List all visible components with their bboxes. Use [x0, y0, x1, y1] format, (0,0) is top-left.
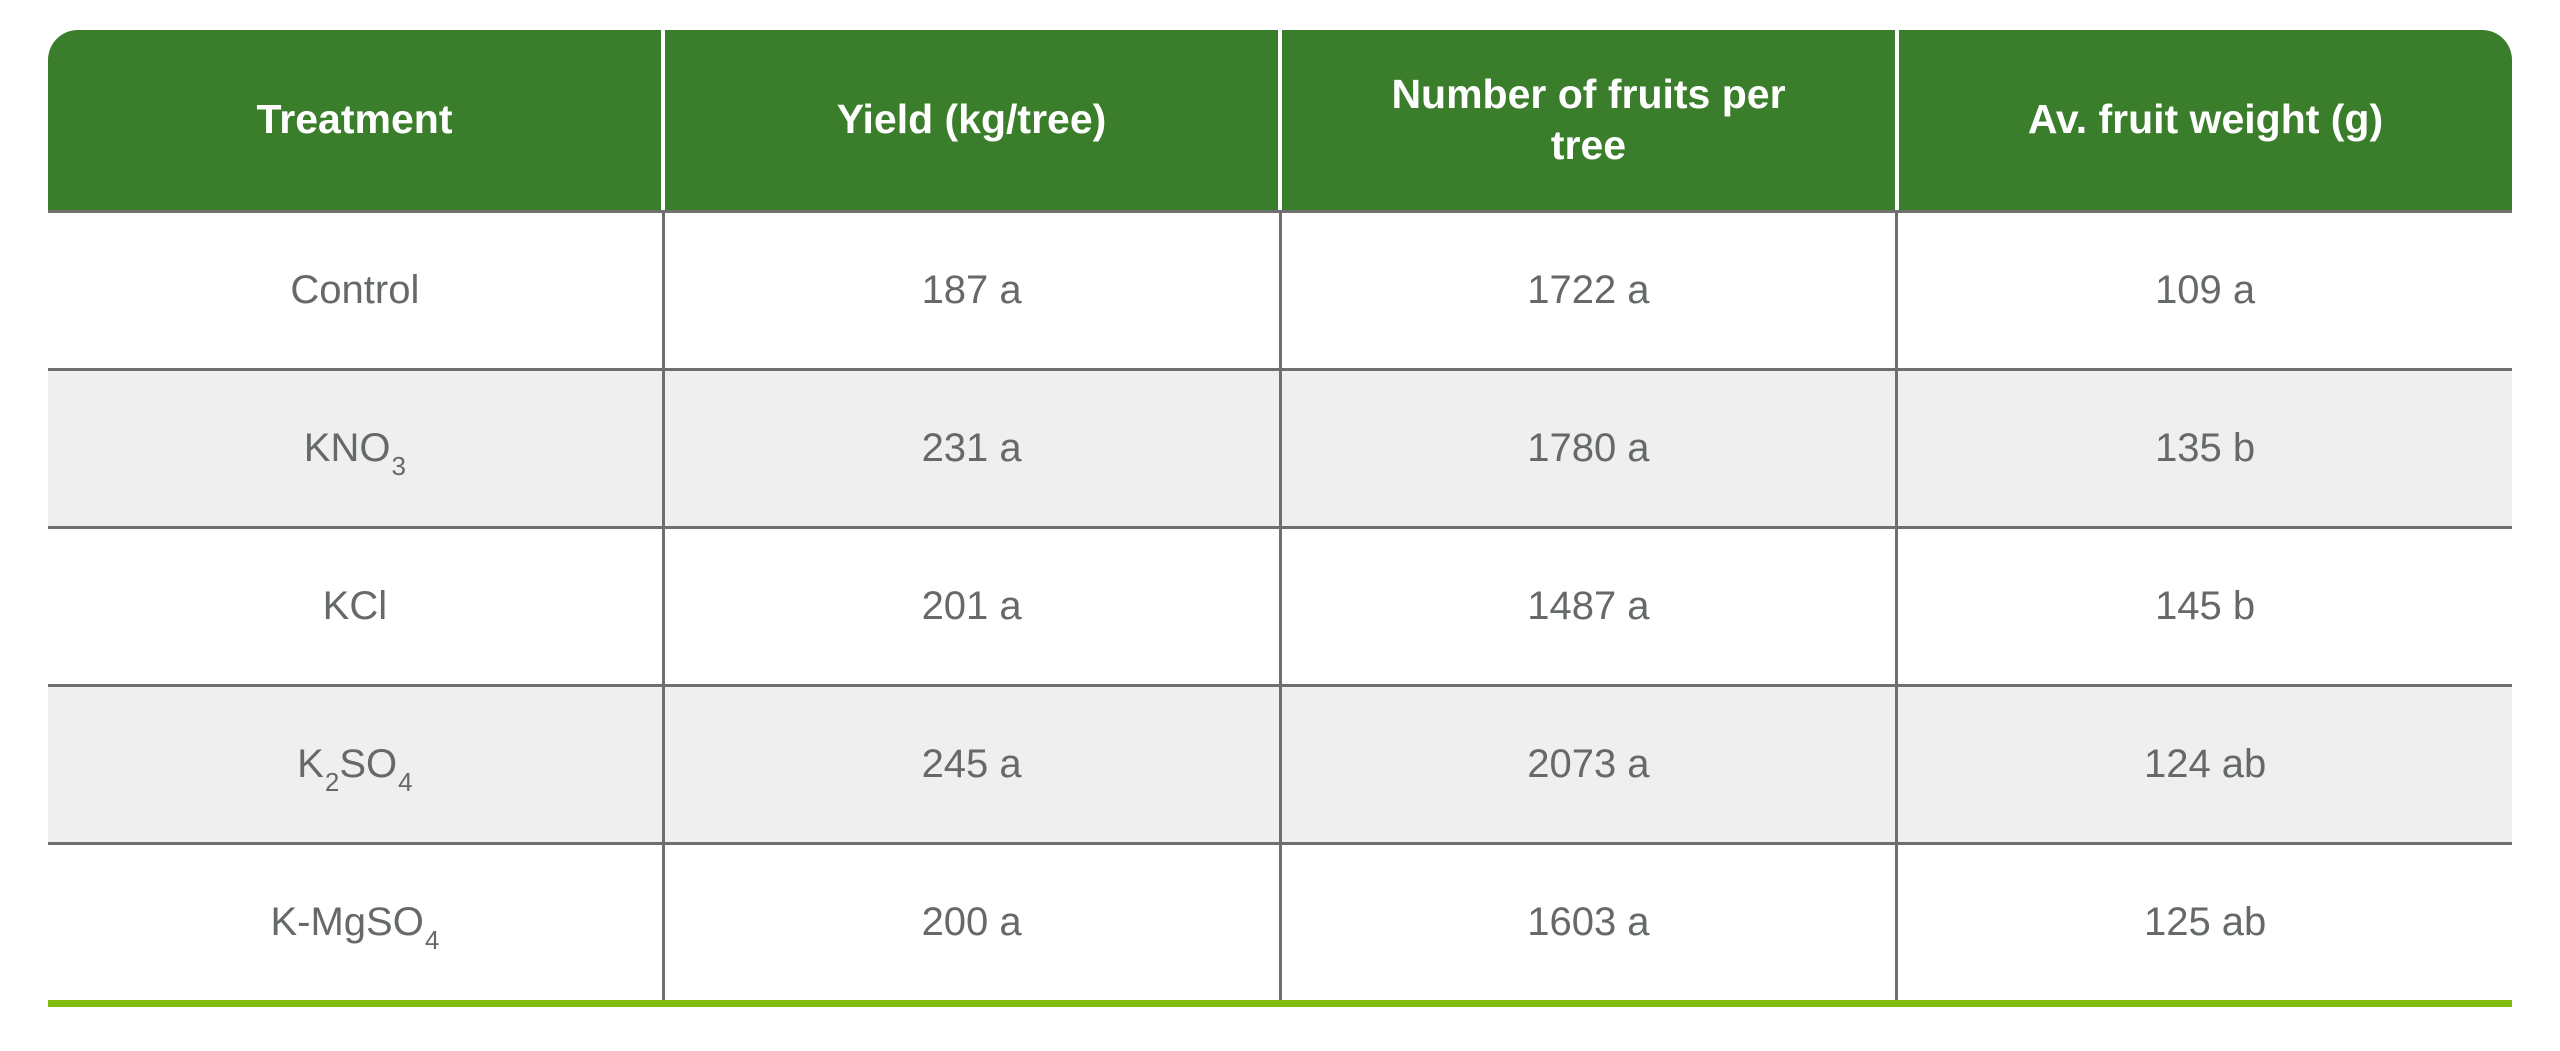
- header-label: Number of fruits per tree: [1391, 70, 1786, 168]
- table-row-k2so4: K2SO4 245 a 2073 a 124 ab: [48, 684, 2512, 842]
- header-cell-yield: Yield (kg/tree): [661, 30, 1278, 210]
- header-label: Av. fruit weight (g): [2027, 96, 2384, 143]
- weight-value: 135 b: [2155, 426, 2256, 470]
- fruits-value: 1722 a: [1527, 268, 1650, 312]
- fruits-value: 1603 a: [1527, 900, 1650, 944]
- cell-yield: 201 a: [661, 529, 1279, 684]
- header-cell-weight: Av. fruit weight (g): [1895, 30, 2512, 210]
- treatment-base: SO: [339, 742, 398, 786]
- header-cell-treatment: Treatment: [48, 30, 661, 210]
- yield-value: 231 a: [921, 426, 1022, 470]
- treatment-base: KCl: [322, 584, 388, 628]
- weight-value: 109 a: [2155, 268, 2256, 312]
- treatment-subscript: 2: [324, 767, 340, 797]
- weight-value: 124 ab: [2143, 742, 2267, 786]
- treatment-subscript: 4: [398, 767, 413, 797]
- header-label: Treatment: [256, 96, 453, 143]
- treatment-subscript: 4: [424, 925, 440, 955]
- cell-fruits: 1780 a: [1278, 371, 1896, 526]
- cell-weight: 109 a: [1895, 213, 2512, 368]
- cell-fruits: 1603 a: [1278, 845, 1896, 1000]
- cell-treatment: KNO3: [48, 371, 662, 526]
- bottom-accent-line: [48, 1000, 2512, 1007]
- cell-treatment: K2SO4: [48, 687, 662, 842]
- cell-fruits: 2073 a: [1278, 687, 1896, 842]
- cell-fruits: 1722 a: [1278, 213, 1896, 368]
- cell-weight: 124 ab: [1895, 687, 2512, 842]
- yield-value: 187 a: [921, 268, 1022, 312]
- treatment-base: K-MgSO: [270, 900, 424, 944]
- fruits-value: 1487 a: [1527, 584, 1650, 628]
- cell-treatment: KCl: [48, 529, 662, 684]
- treatment-subscript: 3: [391, 451, 406, 481]
- table-row-control: Control 187 a 1722 a 109 a: [48, 210, 2512, 368]
- cell-yield: 200 a: [661, 845, 1279, 1000]
- fruits-value: 2073 a: [1527, 742, 1650, 786]
- cell-weight: 145 b: [1895, 529, 2512, 684]
- table-header-row: Treatment Yield (kg/tree) Number of frui…: [48, 30, 2512, 210]
- weight-value: 125 ab: [2143, 900, 2267, 944]
- cell-yield: 231 a: [661, 371, 1279, 526]
- cell-treatment: Control: [48, 213, 662, 368]
- cell-weight: 135 b: [1895, 371, 2512, 526]
- treatment-base: K: [297, 742, 324, 786]
- cell-fruits: 1487 a: [1278, 529, 1896, 684]
- table-row-kno3: KNO3 231 a 1780 a 135 b: [48, 368, 2512, 526]
- weight-value: 145 b: [2155, 584, 2256, 628]
- treatment-base: Control: [290, 268, 420, 312]
- cell-treatment: K-MgSO4: [48, 845, 662, 1000]
- cell-yield: 245 a: [661, 687, 1279, 842]
- cell-weight: 125 ab: [1895, 845, 2512, 1000]
- cell-yield: 187 a: [661, 213, 1279, 368]
- treatment-base: KNO: [303, 426, 391, 470]
- fruits-value: 1780 a: [1527, 426, 1650, 470]
- yield-value: 245 a: [921, 742, 1022, 786]
- table-row-kmgso4: K-MgSO4 200 a 1603 a 125 ab: [48, 842, 2512, 1000]
- yield-value: 201 a: [921, 584, 1022, 628]
- results-table: Treatment Yield (kg/tree) Number of frui…: [48, 30, 2512, 1007]
- header-label: Yield (kg/tree): [836, 96, 1107, 143]
- header-cell-fruits: Number of fruits per tree: [1278, 30, 1895, 210]
- yield-value: 200 a: [921, 900, 1022, 944]
- table-row-kcl: KCl 201 a 1487 a 145 b: [48, 526, 2512, 684]
